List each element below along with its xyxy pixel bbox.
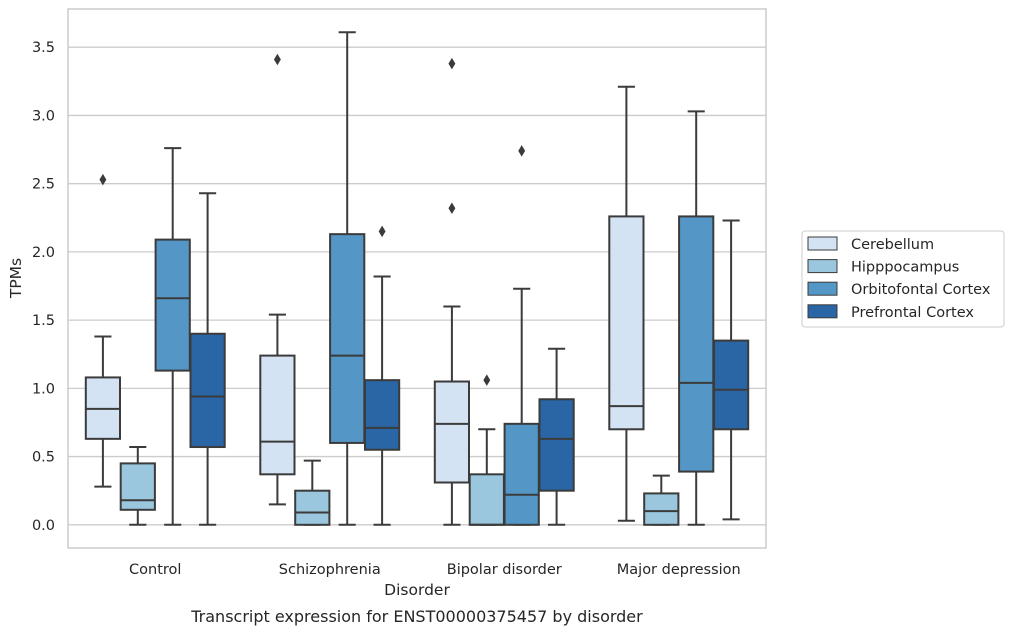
chart-caption: Transcript expression for ENST0000037545… (190, 607, 643, 626)
box-2-1 (468, 374, 505, 526)
y-tick-label: 3.0 (32, 108, 55, 124)
legend-swatch (807, 281, 838, 296)
box-body (294, 489, 331, 526)
legend-item: Cerebellum (807, 236, 934, 253)
y-tick-label: 3.5 (32, 40, 55, 56)
y-tick-label: 1.0 (32, 381, 55, 397)
legend-label: Orbitofontal Cortex (851, 282, 991, 298)
box-series (84, 31, 750, 526)
box-body (608, 215, 645, 431)
x-tick-label: Bipolar disorder (447, 562, 562, 578)
outlier-point (448, 57, 456, 70)
legend: Cerebellum Hipppocampus Orbitofontal Corte… (801, 230, 1005, 328)
y-tick-label: 1.5 (32, 313, 55, 329)
legend-items: Cerebellum Hipppocampus Orbitofontal Corte… (807, 236, 991, 321)
box-0-2 (154, 147, 191, 526)
outlier-point (273, 53, 281, 66)
box-2-2 (503, 145, 540, 526)
box-body (329, 233, 366, 444)
y-tick-labels: 0.0 0.5 1.0 1.5 2.0 2.5 3.0 3.5 (32, 40, 55, 534)
box-1-0 (259, 53, 296, 506)
outlier-point (99, 173, 107, 186)
outlier-point (448, 202, 456, 214)
box-body (259, 354, 296, 476)
y-tick-label: 0.0 (32, 518, 55, 534)
box-0-1 (119, 446, 156, 526)
legend-label: Hipppocampus (851, 260, 959, 276)
legend-item: Orbitofontal Cortex (807, 281, 991, 298)
box-body (433, 380, 471, 484)
outlier-point (378, 225, 386, 238)
outlier-point (518, 145, 526, 157)
legend-label: Prefrontal Cortex (851, 305, 974, 321)
box-body (503, 422, 540, 526)
legend-label: Cerebellum (851, 237, 934, 253)
box-0-0 (84, 173, 122, 488)
box-body (712, 339, 750, 431)
box-3-1 (643, 474, 680, 526)
x-tick-label: Schizophrenia (279, 562, 381, 578)
x-tick-label: Control (129, 562, 181, 578)
box-body (678, 215, 715, 473)
box-3-0 (608, 85, 645, 522)
y-tick-label: 2.5 (32, 177, 55, 193)
legend-swatch (807, 259, 838, 274)
x-tick-label: Major depression (617, 562, 741, 578)
y-axis-label: TPMs (7, 258, 25, 299)
legend-swatch (807, 236, 838, 251)
legend-item: Hipppocampus (807, 259, 959, 276)
box-1-1 (294, 459, 331, 526)
box-0-3 (189, 192, 226, 526)
y-tick-label: 2.0 (32, 245, 55, 261)
box-1-2 (329, 31, 366, 526)
x-axis-label: Disorder (384, 581, 450, 599)
box-body (119, 462, 156, 511)
x-tick-labels: Control Schizophrenia Bipolar disorder Majo… (129, 562, 741, 578)
legend-frame (801, 230, 1005, 328)
legend-item: Prefrontal Cortex (807, 304, 974, 321)
box-body (154, 238, 191, 372)
legend-swatch (807, 304, 838, 319)
box-2-0 (433, 57, 471, 526)
box-body (538, 398, 575, 492)
box-1-3 (363, 225, 401, 526)
box-body (363, 379, 401, 451)
y-tick-label: 0.5 (32, 450, 55, 466)
box-3-3 (712, 219, 750, 521)
box-2-3 (538, 347, 575, 526)
outlier-point (483, 374, 491, 386)
box-body (468, 473, 505, 526)
box-body (643, 492, 680, 526)
box-3-2 (678, 110, 715, 526)
box-body (189, 332, 226, 449)
